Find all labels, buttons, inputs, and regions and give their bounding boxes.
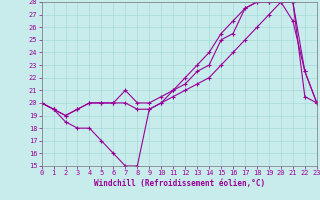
X-axis label: Windchill (Refroidissement éolien,°C): Windchill (Refroidissement éolien,°C) bbox=[94, 179, 265, 188]
